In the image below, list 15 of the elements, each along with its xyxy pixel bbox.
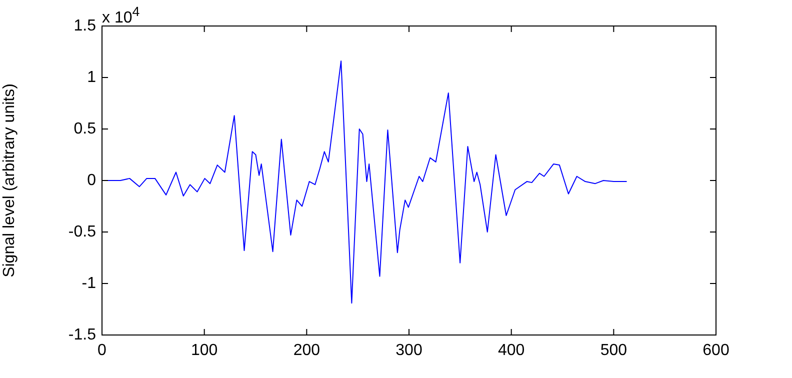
x-tick-label: 300 [396, 342, 422, 360]
y-tick-label: 1.5 [74, 17, 96, 34]
x-tick-label: 100 [190, 342, 218, 360]
x-tick-label: 500 [600, 342, 628, 360]
annotation: x 10$^{4}$ [102, 3, 140, 28]
y-tick-label: -1 [82, 274, 96, 292]
y-tick-label: -0.5 [68, 223, 96, 240]
y-tick-label: 0.5 [74, 120, 96, 138]
x-tick-label: 400 [498, 342, 525, 360]
x-tick-label: 600 [702, 342, 730, 360]
y-tick-label: 1 [87, 68, 96, 86]
y-tick-label: -1.5 [68, 326, 96, 344]
y-axis-title: Signal level (arbitrary units) [1, 84, 18, 278]
x-tick-label: 200 [293, 342, 320, 360]
y-tick-label: 0 [87, 172, 96, 189]
